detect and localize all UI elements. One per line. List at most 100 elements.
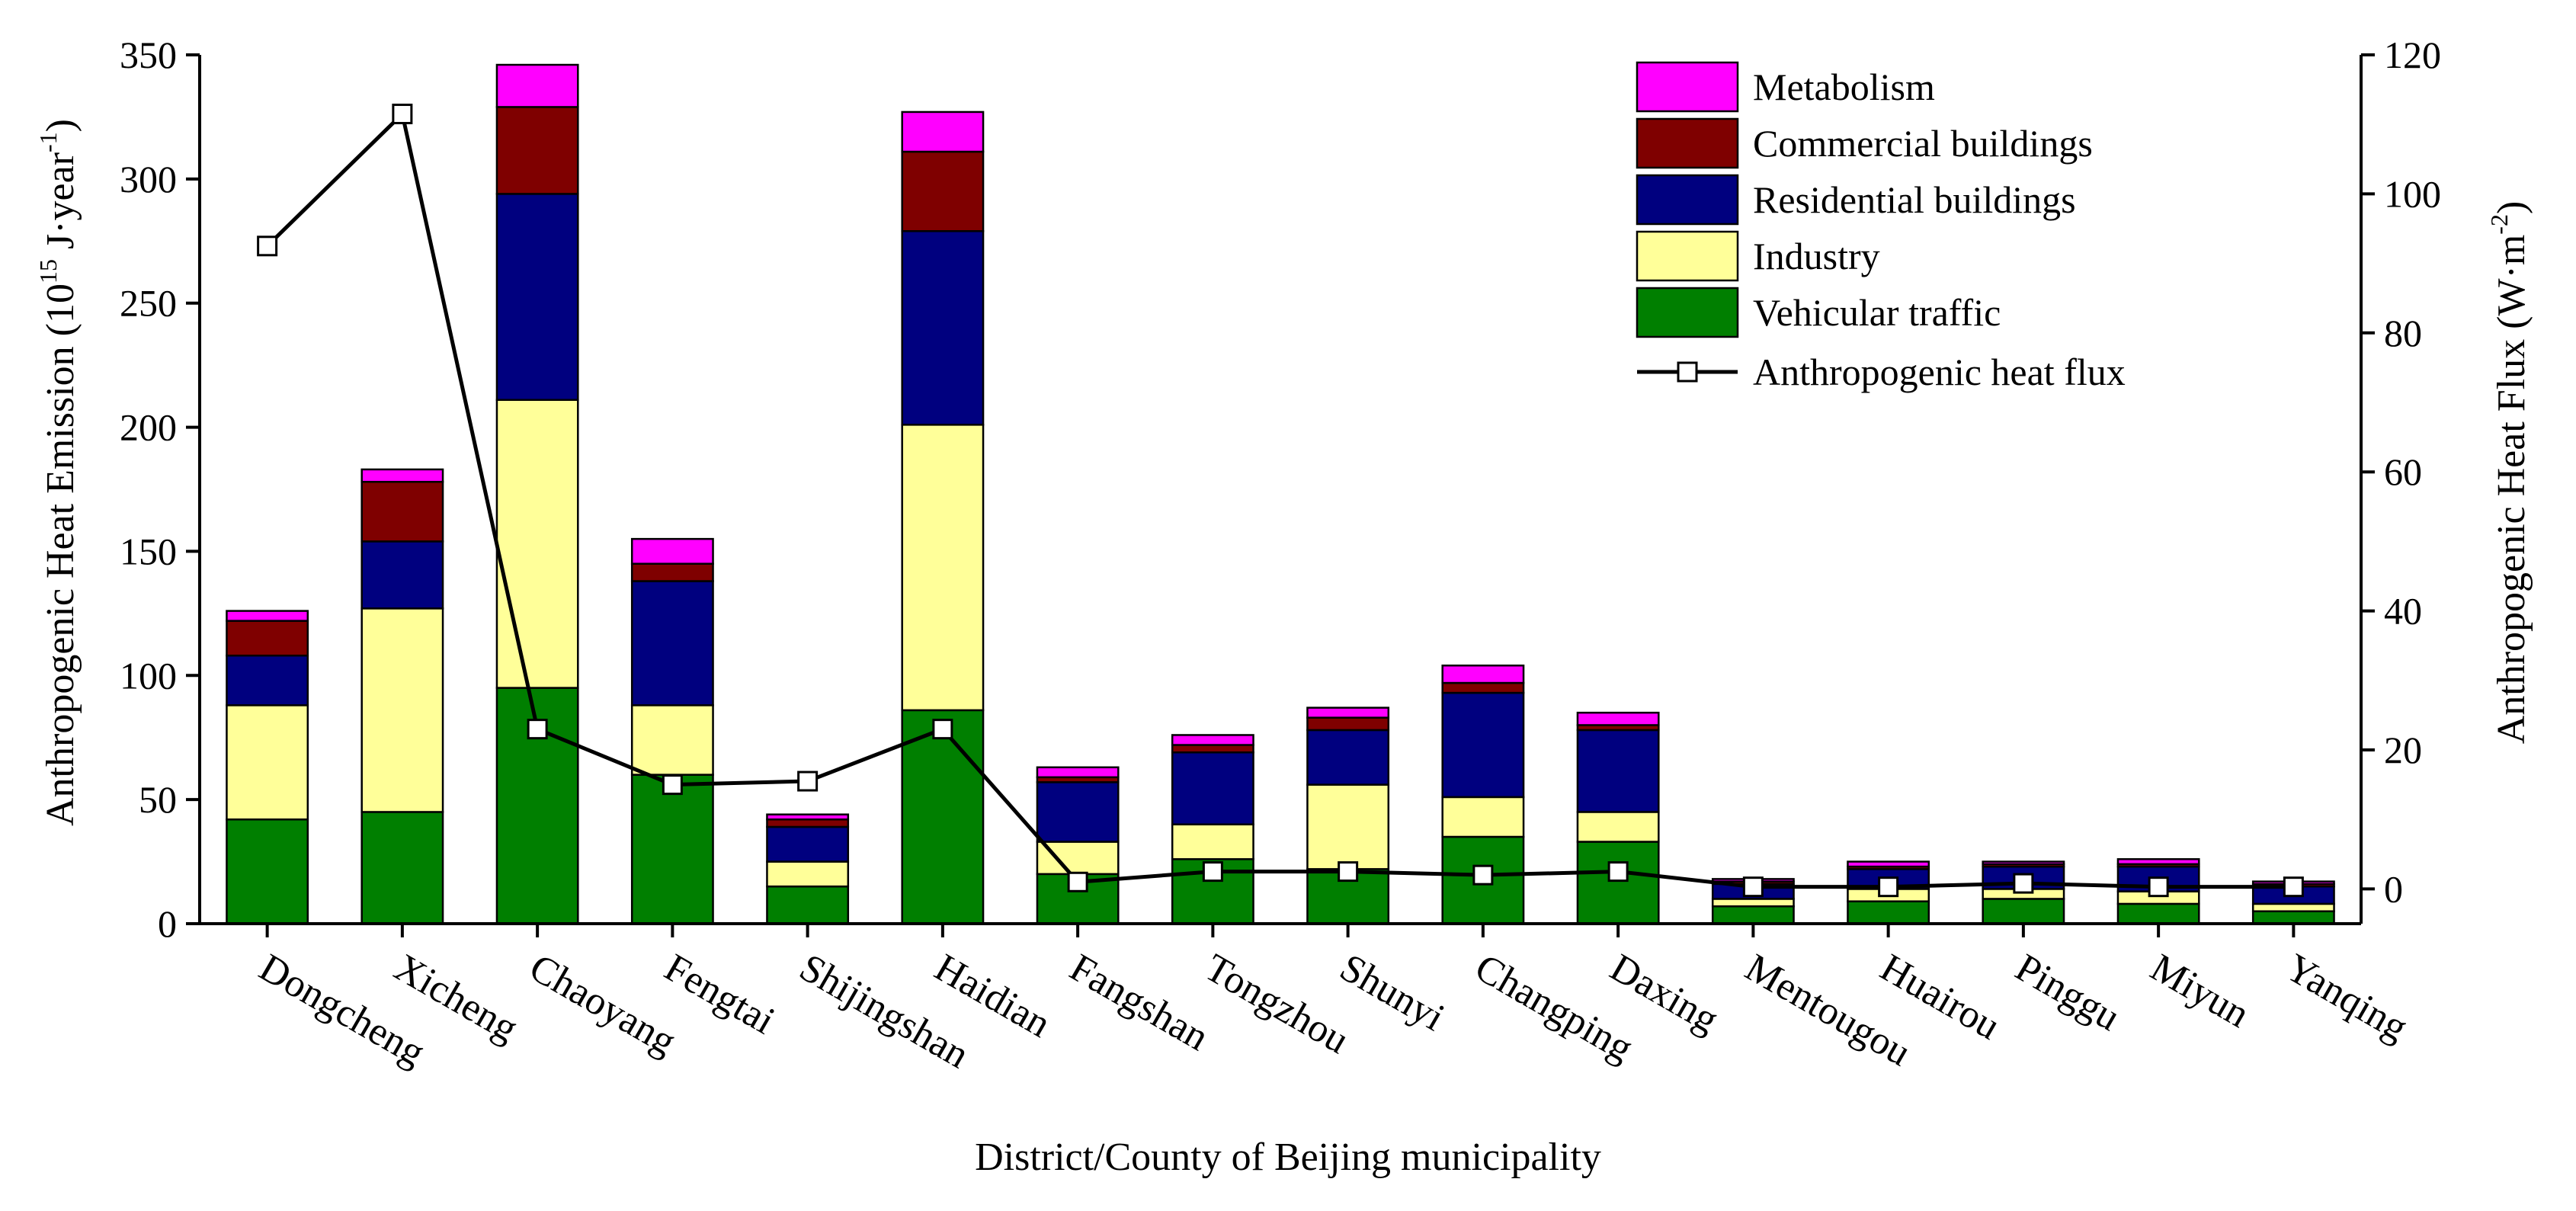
heat-flux-marker-changping bbox=[1472, 864, 1494, 886]
bars-layer bbox=[226, 63, 2335, 925]
y-tick-label: 350 bbox=[120, 34, 177, 76]
bar-fengtai-metabolism bbox=[630, 537, 714, 565]
bar-fengtai-residential-buildings bbox=[630, 580, 714, 706]
bar-haidian-industry bbox=[901, 424, 985, 712]
y-tick-label: 250 bbox=[120, 282, 177, 325]
legend-label-commercial-buildings: Commercial buildings bbox=[1753, 122, 2093, 165]
bar-shijingshan-metabolism bbox=[766, 813, 850, 821]
y2-tick-label: 0 bbox=[2384, 867, 2403, 910]
heat-flux-marker-shijingshan bbox=[797, 770, 819, 792]
legend-label-industry: Industry bbox=[1753, 235, 1880, 277]
bar-dongcheng-metabolism bbox=[226, 610, 309, 622]
y-tick-label: 50 bbox=[139, 778, 177, 821]
bar-xicheng-residential-buildings bbox=[360, 540, 444, 610]
bar-fangshan-industry bbox=[1036, 841, 1120, 876]
bar-shijingshan-industry bbox=[766, 860, 850, 888]
bar-daxing-vehicular-traffic bbox=[1576, 841, 1660, 925]
heat-flux-marker-shunyi bbox=[1338, 861, 1359, 883]
bar-fengtai-commercial-buildings bbox=[630, 562, 714, 582]
y-tick-label: 0 bbox=[158, 902, 177, 945]
bar-fangshan-metabolism bbox=[1036, 766, 1120, 779]
bar-shijingshan-residential-buildings bbox=[766, 825, 850, 863]
bar-miyun-metabolism bbox=[2116, 858, 2200, 866]
heat-flux-marker-pinggu bbox=[2013, 873, 2034, 894]
heat-flux-line bbox=[265, 110, 2294, 889]
legend-label-metabolism: Metabolism bbox=[1753, 66, 1935, 108]
bar-haidian-residential-buildings bbox=[901, 230, 985, 426]
bar-fengtai-vehicular-traffic bbox=[630, 774, 714, 925]
bar-mentougou-industry bbox=[1711, 898, 1795, 908]
x-tick-label-chaoyang: Chaoyang bbox=[522, 946, 683, 1064]
y2-axis-title: Anthropogenic Heat Flux (W·m-2) bbox=[2485, 201, 2533, 745]
legend-label-residential-buildings: Residential buildings bbox=[1753, 178, 2076, 221]
bar-tongzhou-residential-buildings bbox=[1171, 751, 1254, 825]
y2-tick-label: 100 bbox=[2384, 172, 2441, 215]
bar-huairou-vehicular-traffic bbox=[1847, 900, 1930, 925]
legend-swatch-vehicular-traffic bbox=[1636, 287, 1739, 338]
axes-layer: 050100150200250300350020406080100120Dong… bbox=[120, 34, 2441, 1077]
bar-pinggu-metabolism bbox=[1982, 860, 2065, 866]
y-tick-label: 150 bbox=[120, 530, 177, 572]
bar-chaoyang-commercial-buildings bbox=[495, 106, 579, 195]
legend: Metabolism Commercial buildings Residentia… bbox=[1636, 61, 2126, 393]
heat-flux-marker-huairou bbox=[1878, 876, 1899, 898]
x-tick-label-miyun: Miyun bbox=[2143, 946, 2257, 1036]
y-axis-title: Anthropogenic Heat Emission (1015 J·year… bbox=[34, 119, 82, 826]
bar-shunyi-industry bbox=[1306, 783, 1390, 870]
y2-axis-title-main: Anthropogenic Heat Flux (W·m bbox=[2490, 235, 2533, 745]
bar-dongcheng-commercial-buildings bbox=[226, 620, 309, 657]
x-tick-label-tongzhou: Tongzhou bbox=[1197, 946, 1356, 1062]
legend-swatch-metabolism bbox=[1636, 61, 1739, 113]
legend-label-anthropogenic-heat-flux: Anthropogenic heat flux bbox=[1753, 351, 2126, 393]
bar-dongcheng-industry bbox=[226, 704, 309, 821]
bar-haidian-commercial-buildings bbox=[901, 150, 985, 232]
bar-shunyi-residential-buildings bbox=[1306, 729, 1390, 786]
y-tick-label: 200 bbox=[120, 406, 177, 449]
y2-tick-label: 60 bbox=[2384, 450, 2422, 493]
heat-flux-marker-yanqing bbox=[2283, 876, 2304, 898]
bar-huairou-metabolism bbox=[1847, 860, 1930, 868]
heat-flux-marker-fangshan bbox=[1067, 871, 1088, 892]
y-axis-title-unit-sup: -1 bbox=[34, 132, 62, 152]
bar-yanqing-industry bbox=[2251, 902, 2335, 912]
bar-changping-commercial-buildings bbox=[1441, 681, 1525, 694]
y2-tick-label: 20 bbox=[2384, 729, 2422, 771]
bar-tongzhou-metabolism bbox=[1171, 734, 1254, 746]
bar-fengtai-industry bbox=[630, 704, 714, 776]
bar-tongzhou-commercial-buildings bbox=[1171, 744, 1254, 754]
bar-xicheng-industry bbox=[360, 607, 444, 813]
heat-flux-marker-haidian bbox=[932, 719, 953, 740]
bar-xicheng-metabolism bbox=[360, 468, 444, 483]
bar-fangshan-residential-buildings bbox=[1036, 781, 1120, 843]
x-tick-label-fangshan: Fangshan bbox=[1062, 946, 1216, 1059]
y-axis-title-main: Anthropogenic Heat Emission (10 bbox=[39, 284, 82, 826]
legend-label-vehicular-traffic: Vehicular traffic bbox=[1753, 291, 2001, 334]
bar-mentougou-vehicular-traffic bbox=[1711, 905, 1795, 925]
bar-chaoyang-residential-buildings bbox=[495, 193, 579, 401]
y2-axis-title-close: ) bbox=[2490, 201, 2533, 214]
heat-flux-line-layer bbox=[257, 104, 2304, 898]
y-tick-label: 100 bbox=[120, 654, 177, 697]
bar-shijingshan-vehicular-traffic bbox=[766, 885, 850, 925]
x-axis-title: District/County of Beijing municipality bbox=[975, 1136, 1601, 1179]
legend-marker-sample bbox=[1677, 361, 1698, 383]
bar-pinggu-vehicular-traffic bbox=[1982, 898, 2065, 925]
bar-tongzhou-industry bbox=[1171, 823, 1254, 860]
bar-xicheng-vehicular-traffic bbox=[360, 811, 444, 925]
bar-changping-metabolism bbox=[1441, 665, 1525, 684]
y-axis-title-sup: 15 bbox=[34, 259, 62, 284]
heat-flux-marker-chaoyang bbox=[527, 719, 548, 740]
bar-chaoyang-metabolism bbox=[495, 63, 579, 108]
bar-daxing-industry bbox=[1576, 811, 1660, 843]
y2-axis-title-sup: -2 bbox=[2485, 214, 2513, 235]
bar-chaoyang-industry bbox=[495, 399, 579, 689]
y2-tick-label: 120 bbox=[2384, 34, 2441, 76]
heat-flux-marker-fengtai bbox=[662, 774, 683, 796]
legend-swatch-residential-buildings bbox=[1636, 174, 1739, 226]
bar-xicheng-commercial-buildings bbox=[360, 480, 444, 543]
bar-changping-industry bbox=[1441, 796, 1525, 838]
bar-shijingshan-commercial-buildings bbox=[766, 818, 850, 828]
bar-daxing-residential-buildings bbox=[1576, 729, 1660, 813]
